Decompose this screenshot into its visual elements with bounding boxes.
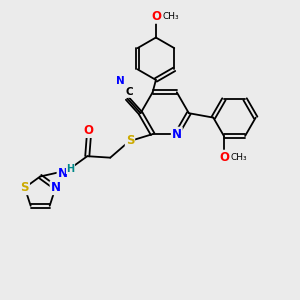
Text: N: N	[172, 128, 182, 141]
Text: N: N	[58, 167, 68, 180]
Text: O: O	[84, 124, 94, 137]
Text: N: N	[51, 181, 61, 194]
Text: H: H	[66, 164, 75, 174]
Text: O: O	[219, 151, 229, 164]
Text: N: N	[116, 76, 125, 86]
Text: CH₃: CH₃	[230, 153, 247, 162]
Text: S: S	[126, 134, 134, 147]
Text: C: C	[126, 87, 134, 97]
Text: O: O	[151, 10, 161, 23]
Text: CH₃: CH₃	[162, 12, 179, 21]
Text: S: S	[20, 181, 29, 194]
